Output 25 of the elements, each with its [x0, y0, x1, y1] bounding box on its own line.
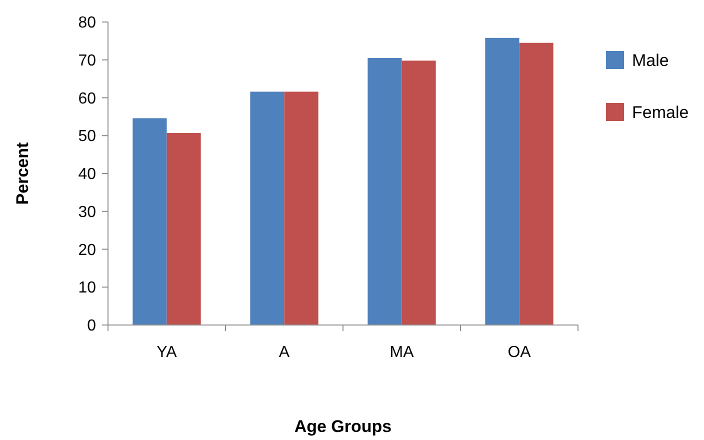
bar [166, 132, 201, 325]
y-tick-label: 20 [78, 242, 96, 259]
y-axis-title: Percent [13, 142, 32, 205]
y-tick-label: 60 [78, 90, 96, 108]
bar [519, 42, 554, 325]
bar [132, 118, 167, 325]
y-tick-label: 0 [87, 318, 96, 335]
y-tick-label: 70 [78, 52, 96, 70]
bar [368, 58, 402, 325]
x-axis-title: Age Groups [294, 417, 392, 436]
y-tick-label: 40 [78, 166, 96, 184]
x-tick-label: OA [508, 344, 532, 361]
legend-label: Male [632, 50, 669, 70]
bar [402, 60, 436, 325]
x-tick-label: A [278, 344, 290, 361]
y-tick-label: 50 [78, 128, 96, 146]
y-tick-label: 30 [78, 204, 96, 221]
y-tick-label: 10 [78, 280, 96, 297]
bar [485, 38, 520, 325]
bar [250, 92, 284, 325]
y-tick-label: 80 [78, 14, 96, 32]
x-tick-label: MA [390, 344, 414, 361]
legend-label: Female [632, 102, 689, 122]
x-tick-label: YA [156, 344, 178, 361]
bar [284, 92, 318, 325]
